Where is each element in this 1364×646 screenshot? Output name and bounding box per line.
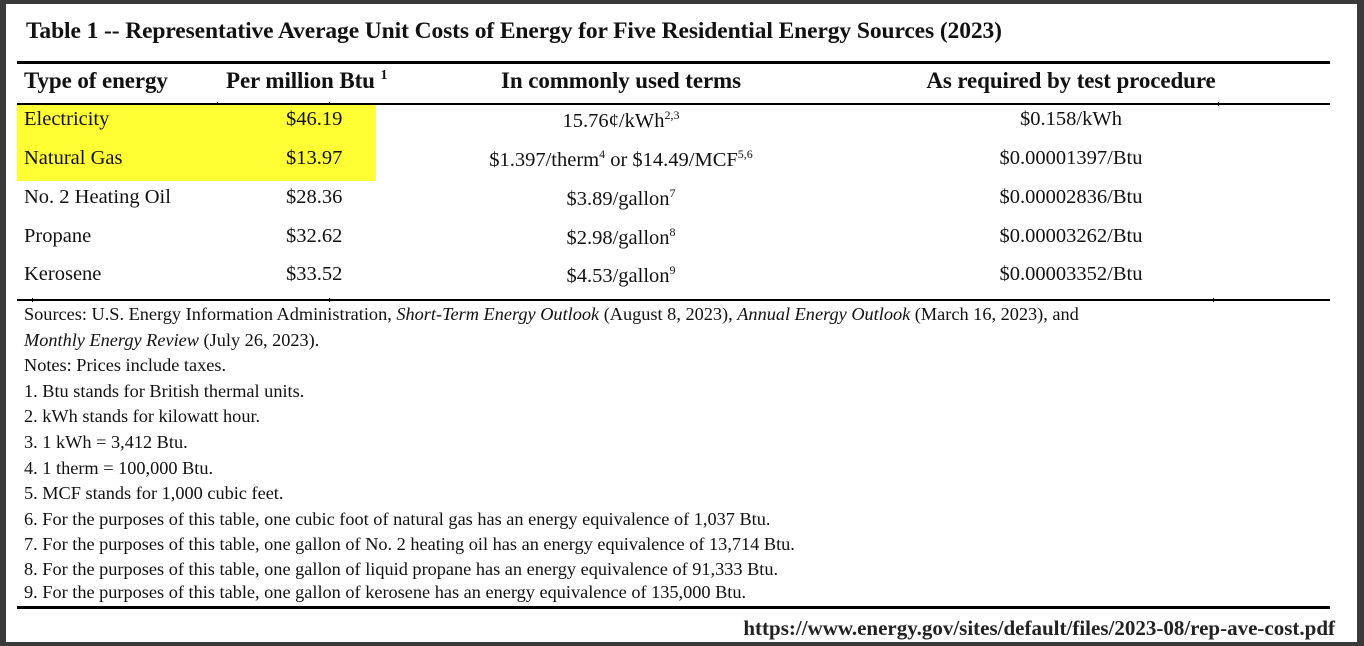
common-value: $2.98/gallon <box>566 227 670 249</box>
cell-common-terms: $3.89/gallon7 <box>406 186 836 211</box>
cell-test-procedure: $0.00003262/Btu <box>999 225 1143 247</box>
footnote: 7. For the purposes of this table, one g… <box>24 534 795 555</box>
cell-per-million-btu: $46.19 <box>286 108 343 130</box>
cell-per-million-btu: $13.97 <box>286 147 343 169</box>
column-tick <box>217 102 218 106</box>
source-date: (August 8, 2023), <box>599 304 738 324</box>
column-tick <box>329 102 330 106</box>
table-row: No. 2 Heating Oil $28.36 $3.89/gallon7 $… <box>6 182 1357 220</box>
cell-test-procedure: $0.00001397/Btu <box>999 147 1143 169</box>
source-date: (July 26, 2023). <box>198 329 320 350</box>
footnote-ref: 8 <box>669 225 676 239</box>
cell-type: Propane <box>24 225 92 247</box>
source-publication: Short-Term Energy Outlook <box>396 304 600 324</box>
footnote: 9. For the purposes of this table, one g… <box>24 581 747 602</box>
footnote: 6. For the purposes of this table, one c… <box>24 508 771 529</box>
footnote: 2. kWh stands for kilowatt hour. <box>24 406 261 427</box>
header-common-terms: In commonly used terms <box>501 68 741 93</box>
table-row: Natural Gas $13.97 $1.397/therm4 or $14.… <box>6 143 1357 181</box>
footnote-ref: 2,3 <box>664 108 680 122</box>
footnote-ref: 7 <box>669 186 676 200</box>
column-tick <box>1218 102 1219 106</box>
sources-prefix: Sources: U.S. Energy Information Adminis… <box>24 304 397 324</box>
cell-common-terms: $4.53/gallon9 <box>406 263 836 288</box>
header-footnote-ref: 1 <box>380 68 388 83</box>
cell-common-terms: 15.76¢/kWh2,3 <box>406 108 836 133</box>
table-row: Kerosene $33.52 $4.53/gallon9 $0.0000335… <box>6 259 1357 297</box>
footnote: 4. 1 therm = 100,000 Btu. <box>24 457 214 478</box>
table-title: Table 1 -- Representative Average Unit C… <box>26 18 1002 44</box>
column-tick <box>32 298 33 302</box>
source-date: (March 16, 2023), and <box>910 304 1079 324</box>
cell-type: Kerosene <box>24 263 102 285</box>
cell-type: No. 2 Heating Oil <box>24 186 171 208</box>
footnote: 5. MCF stands for 1,000 cubic feet. <box>24 483 284 504</box>
column-tick <box>329 298 330 302</box>
common-value: $4.53/gallon <box>566 265 670 287</box>
common-value: $3.89/gallon <box>566 188 670 210</box>
common-extra: or $14.49/MCF <box>605 149 738 171</box>
cell-common-terms: $1.397/therm4 or $14.49/MCF5,6 <box>406 147 836 172</box>
sources-line-continued: Monthly Energy Review (July 26, 2023). <box>24 328 1079 354</box>
cell-type: Electricity <box>24 108 110 130</box>
footnote-ref: 4 <box>599 147 606 161</box>
top-rule <box>17 61 1330 64</box>
source-publication: Monthly Energy Review <box>24 329 199 350</box>
cell-per-million-btu: $33.52 <box>286 263 343 285</box>
footnote: 1. Btu stands for British thermal units. <box>24 380 305 401</box>
cell-test-procedure: $0.00003352/Btu <box>999 263 1143 285</box>
header-per-million-btu: Per million Btu 1 <box>226 68 388 94</box>
footnote-ref: 5,6 <box>737 147 753 161</box>
highlight-electricity-natural-gas <box>17 105 376 181</box>
footnote-ref: 9 <box>669 263 676 277</box>
cell-per-million-btu: $32.62 <box>286 225 343 247</box>
cell-per-million-btu: $28.36 <box>286 186 343 208</box>
notes-section: Sources: U.S. Energy Information Adminis… <box>24 302 1079 604</box>
cell-common-terms: $2.98/gallon8 <box>406 225 836 250</box>
footnote: 8. For the purposes of this table, one g… <box>24 558 779 579</box>
table-row: Propane $32.62 $2.98/gallon8 $0.00003262… <box>6 221 1357 259</box>
document-page: Table 1 -- Representative Average Unit C… <box>6 4 1357 642</box>
cell-test-procedure: $0.00002836/Btu <box>999 186 1143 208</box>
footnote: 3. 1 kWh = 3,412 Btu. <box>24 431 188 452</box>
notes-header: Notes: Prices include taxes. <box>24 355 227 376</box>
column-tick <box>1213 298 1214 302</box>
header-per-million-btu-label: Per million Btu <box>226 68 375 93</box>
header-rule <box>17 103 1330 105</box>
common-value: 15.76¢/kWh <box>562 110 665 132</box>
body-rule <box>17 299 1330 301</box>
bottom-rule <box>17 606 1330 609</box>
cell-type: Natural Gas <box>24 147 123 169</box>
header-type-of-energy: Type of energy <box>24 68 168 93</box>
table-row: Electricity $46.19 15.76¢/kWh2,3 $0.158/… <box>6 104 1357 142</box>
source-url: https://www.energy.gov/sites/default/fil… <box>743 616 1335 640</box>
header-test-procedure: As required by test procedure <box>926 68 1216 93</box>
cell-test-procedure: $0.158/kWh <box>1020 108 1122 130</box>
sources-line: Sources: U.S. Energy Information Adminis… <box>24 302 1079 328</box>
common-value: $1.397/therm <box>489 149 600 171</box>
source-publication: Annual Energy Outlook <box>737 304 911 324</box>
